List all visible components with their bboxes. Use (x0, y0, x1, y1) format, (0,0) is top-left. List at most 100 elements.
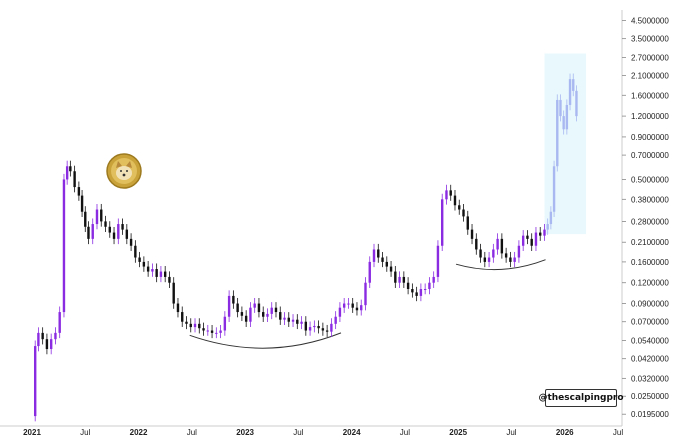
candle (479, 249, 482, 258)
dogecoin-logo-ear-right (126, 161, 132, 168)
x-tick-label: 2025 (449, 428, 467, 437)
x-axis: 2021 Jul 2022 Jul 2023 Jul 2024 Jul 2025 Jul 2026 J… (0, 425, 623, 437)
candle (54, 332, 57, 340)
candle (91, 224, 94, 239)
candle (406, 282, 410, 290)
candle (364, 282, 367, 306)
x-tick-label: Jul (400, 428, 410, 437)
candle (189, 323, 192, 328)
candle (62, 179, 66, 313)
candle (368, 261, 371, 283)
projection-candle (552, 166, 556, 212)
dogecoin-logo-face (116, 166, 132, 180)
candle (142, 261, 146, 267)
candle (436, 245, 440, 277)
projection-candle (559, 99, 562, 117)
candle (308, 327, 312, 331)
candle (492, 249, 495, 258)
candle (389, 266, 393, 272)
candle (313, 325, 316, 328)
candle (432, 276, 435, 283)
candle (351, 303, 354, 308)
candle (244, 315, 248, 322)
candle (134, 245, 137, 258)
projection-box (544, 53, 587, 235)
candle (279, 312, 282, 320)
candle (462, 209, 465, 217)
candle (342, 303, 346, 308)
x-tick-label: 2022 (130, 428, 148, 437)
candle (45, 339, 49, 350)
candle (296, 319, 299, 324)
y-tick-label: 0.2800000 (631, 217, 669, 226)
candle (449, 190, 452, 196)
candle (236, 303, 239, 313)
candle (283, 317, 286, 320)
candle (419, 289, 423, 296)
candle (360, 305, 363, 311)
candle (453, 195, 457, 206)
candle (172, 282, 175, 304)
candle (146, 266, 150, 272)
candle (517, 245, 521, 258)
candle (232, 295, 235, 304)
cup-guide-2025 (455, 259, 546, 271)
candle (240, 312, 244, 316)
candle (249, 307, 252, 322)
candle (521, 235, 525, 246)
candle (77, 187, 81, 196)
candle (108, 226, 111, 233)
candle (291, 319, 295, 322)
y-tick-label: 2.1000000 (631, 72, 669, 81)
candle (487, 257, 491, 262)
y-tick-label: 3.5000000 (631, 35, 669, 44)
candle (398, 276, 401, 283)
candle (526, 235, 529, 239)
candle (73, 171, 76, 188)
candle (100, 209, 103, 222)
y-tick-label: 0.5000000 (631, 175, 669, 184)
projection-candle (562, 116, 565, 130)
y-tick-label: 1.2000000 (631, 112, 669, 121)
candle (338, 307, 342, 317)
y-tick-label: 0.1600000 (631, 258, 669, 267)
candle (163, 271, 167, 277)
y-tick-label: 0.0540000 (631, 337, 669, 346)
candle (415, 292, 418, 296)
x-tick-label: Jul (506, 428, 516, 437)
candle (441, 199, 444, 246)
candle (325, 330, 329, 332)
candle (475, 238, 478, 250)
candle (129, 238, 133, 246)
x-tick-label: 2026 (556, 428, 574, 437)
candle (496, 238, 499, 250)
candle (402, 276, 406, 283)
candle (385, 261, 388, 267)
projection-candle (556, 99, 559, 167)
projection-candle (575, 90, 578, 117)
candle (372, 249, 376, 262)
candle (423, 289, 427, 291)
candle (381, 257, 384, 262)
candle (513, 257, 516, 262)
y-tick-label: 0.0700000 (631, 318, 669, 327)
y-tick-label: 4.5000000 (631, 16, 669, 25)
candle (377, 249, 380, 258)
candle (257, 303, 261, 313)
candle (304, 321, 308, 331)
candle (227, 295, 231, 317)
candle (223, 316, 227, 331)
projection-candle (549, 211, 553, 225)
candle (483, 257, 487, 262)
x-tick-label: Jul (613, 428, 623, 437)
dogecoin-logo-eye-left (120, 170, 122, 172)
watermark-text: @thescalpingpro (538, 393, 624, 403)
candle (215, 332, 218, 334)
candle (330, 323, 333, 332)
y-tick-label: 1.6000000 (631, 91, 669, 100)
candle (270, 307, 273, 314)
candle (253, 303, 256, 308)
candle (458, 205, 461, 210)
candle (543, 229, 546, 236)
candle (95, 209, 99, 225)
